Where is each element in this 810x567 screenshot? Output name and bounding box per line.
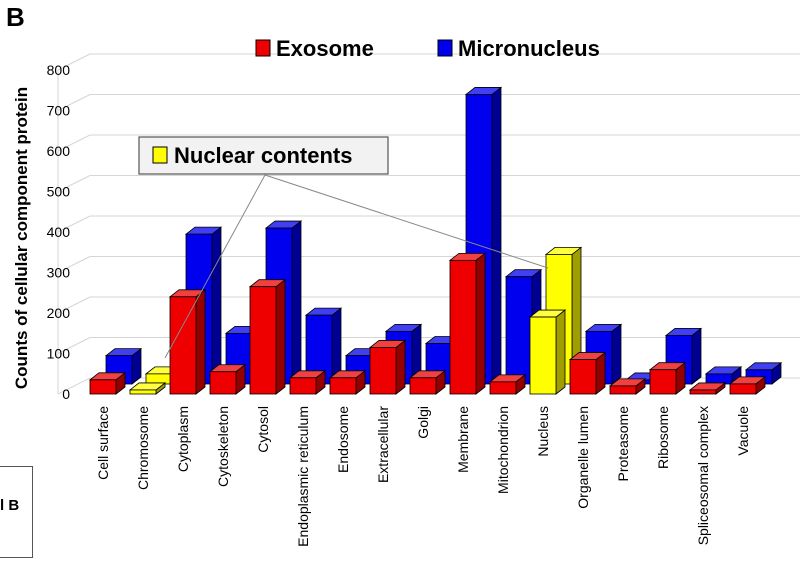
x-tick-label: Spliceosomal complex bbox=[695, 406, 711, 545]
x-tick-label: Cytosol bbox=[255, 406, 271, 453]
y-tick-label: 400 bbox=[47, 224, 71, 240]
gridline bbox=[57, 256, 91, 273]
y-axis-label: Counts of cellular component protein bbox=[12, 87, 31, 389]
bar-exosome bbox=[608, 378, 647, 395]
gridline bbox=[57, 377, 91, 395]
y-tick-labels: 0 100 200 300 400 500 600 700 800 bbox=[47, 62, 71, 402]
callout-swatch bbox=[152, 146, 168, 164]
bar-exosome bbox=[688, 382, 727, 395]
adjacent-panel-fragment: l B bbox=[0, 466, 33, 558]
gridline bbox=[57, 337, 91, 354]
y-tick-label: 200 bbox=[47, 305, 71, 321]
bar-exosome bbox=[368, 339, 407, 395]
bar-exosome bbox=[448, 252, 487, 395]
gridline bbox=[57, 134, 91, 152]
adjacent-panel-fragment-label: l B bbox=[0, 497, 20, 514]
gridline bbox=[57, 94, 91, 111]
y-tick-label: 700 bbox=[47, 103, 71, 119]
gridline bbox=[57, 296, 91, 314]
bar-micronucleus bbox=[744, 362, 783, 385]
bar-exosome bbox=[728, 376, 767, 395]
nuclear-contents-callout: Nuclear contents bbox=[138, 136, 549, 359]
bar-exosome bbox=[648, 361, 687, 395]
legend: Exosome Micronucleus bbox=[255, 36, 600, 61]
y-tick-label: 600 bbox=[47, 143, 71, 159]
x-tick-label: Cytoplasm bbox=[175, 406, 191, 472]
callout-label: Nuclear contents bbox=[174, 143, 353, 168]
legend-label: Micronucleus bbox=[458, 36, 600, 61]
x-tick-label: Chromosome bbox=[135, 406, 151, 490]
bar-exosome bbox=[248, 278, 287, 395]
x-tick-label: Membrane bbox=[455, 406, 471, 473]
x-tick-label: Endosome bbox=[335, 406, 351, 473]
x-tick-label: Organelle lumen bbox=[575, 406, 591, 509]
callout-leader-nucleus bbox=[264, 174, 549, 269]
bar-exosome bbox=[328, 369, 367, 395]
bar-exosome bbox=[568, 351, 607, 395]
x-tick-label: Extracellular bbox=[375, 406, 391, 483]
callout-box bbox=[138, 136, 389, 175]
bars bbox=[88, 86, 783, 395]
x-tick-label: Vacuole bbox=[735, 406, 751, 456]
y-tick-label: 0 bbox=[62, 386, 70, 402]
x-tick-label: Cytoskeleton bbox=[215, 406, 231, 487]
y-tick-label: 300 bbox=[47, 265, 71, 281]
y-tick-label: 500 bbox=[47, 184, 71, 200]
bar-exosome bbox=[488, 374, 527, 395]
x-tick-label: Nucleus bbox=[535, 406, 551, 457]
y-tick-label: 100 bbox=[47, 346, 71, 362]
gridline bbox=[57, 53, 91, 71]
bar-exosome bbox=[208, 363, 247, 395]
gridline bbox=[57, 175, 91, 192]
bar-exosome bbox=[408, 369, 447, 395]
legend-swatch bbox=[255, 39, 271, 57]
bar-exosome bbox=[168, 288, 207, 395]
x-tick-label: Ribosome bbox=[655, 406, 671, 469]
bar-exosome bbox=[288, 369, 327, 395]
panel-label: B bbox=[6, 2, 25, 32]
legend-swatch bbox=[437, 39, 453, 57]
bar-nuclear-front-chromosome bbox=[128, 382, 167, 395]
legend-label: Exosome bbox=[276, 36, 374, 61]
gridline bbox=[57, 215, 91, 233]
x-tick-labels: Cell surface Chromosome Cytoplasm Cytoskele… bbox=[95, 406, 751, 547]
bar-nuclear-front-nucleus bbox=[528, 309, 567, 395]
x-tick-label: Proteasome bbox=[615, 406, 631, 482]
x-tick-label: Golgi bbox=[415, 406, 431, 439]
x-tick-label: Endoplasmic reticulum bbox=[295, 406, 311, 547]
bar-exosome bbox=[88, 372, 127, 395]
callout-leader-chromosome bbox=[164, 174, 266, 359]
x-tick-label: Mitochondrion bbox=[495, 406, 511, 494]
y-tick-label: 800 bbox=[47, 62, 71, 78]
x-tick-label: Cell surface bbox=[95, 406, 111, 480]
